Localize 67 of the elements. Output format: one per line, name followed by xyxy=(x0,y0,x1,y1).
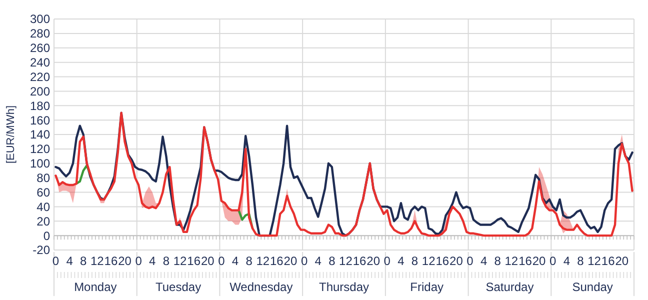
x-tick-label: 20 xyxy=(200,254,215,268)
x-tick-label: 0 xyxy=(384,254,391,268)
x-tick-label: 12 xyxy=(90,254,104,268)
x-tick-label: 0 xyxy=(466,254,474,268)
y-tick-label: 60 xyxy=(36,185,50,200)
x-tick-label: 4 xyxy=(232,254,239,268)
x-tick-label: 4 xyxy=(149,254,156,268)
y-tick-label: 200 xyxy=(30,84,50,98)
x-tick-label: 16 xyxy=(104,254,118,268)
text: Tuesday xyxy=(155,280,202,294)
x-tick-label: 4 xyxy=(563,254,570,268)
x-tick-label: 8 xyxy=(328,254,336,268)
x-tick-label: 12 xyxy=(173,254,188,268)
y-tick-label: 240 xyxy=(30,56,50,70)
y-tick-label: 80 xyxy=(36,171,50,186)
y-tick-label: 20 xyxy=(36,214,50,228)
x-tick-label: 0 xyxy=(218,254,226,268)
x-tick-label: 4 xyxy=(314,254,322,268)
x-tick-label: 16 xyxy=(187,254,201,268)
x-tick-label: 4 xyxy=(480,254,488,268)
x-tick-label: 20 xyxy=(118,254,132,268)
x-tick-label: 4 xyxy=(66,254,74,268)
x-tick-label: 8 xyxy=(246,254,253,268)
text: Thursday xyxy=(318,280,370,294)
y-tick-label: 220 xyxy=(30,70,50,84)
x-tick-label: 12 xyxy=(422,254,436,268)
y-tick-label: 40 xyxy=(36,200,50,214)
y-tick-label: 0 xyxy=(43,228,50,243)
x-tick-label: 16 xyxy=(601,254,616,268)
x-tick-label: 0 xyxy=(300,254,308,268)
x-tick-label: 8 xyxy=(411,254,418,268)
x-tick-label: 20 xyxy=(284,254,298,268)
y-tick-label: 160 xyxy=(30,113,50,128)
x-tick-label: 0 xyxy=(135,254,142,268)
x-tick-label: 8 xyxy=(577,254,584,268)
text: Wednesday xyxy=(230,280,293,294)
text: Saturday xyxy=(486,280,534,294)
x-tick-label: 8 xyxy=(162,254,170,268)
text: Friday xyxy=(410,280,444,294)
x-tick-label: 16 xyxy=(436,254,450,268)
x-tick-label: 16 xyxy=(270,254,284,268)
x-tick-label: 20 xyxy=(532,254,546,268)
x-tick-label: 20 xyxy=(366,254,380,268)
x-tick-label: 12 xyxy=(339,254,353,268)
text: Monday xyxy=(74,280,117,294)
x-tick-label: 8 xyxy=(80,254,87,268)
x-tick-label: 16 xyxy=(518,254,532,268)
x-tick-label: 12 xyxy=(588,254,602,268)
x-tick-label: 20 xyxy=(450,254,464,268)
x-tick-label: 12 xyxy=(504,254,518,268)
x-tick-label: 0 xyxy=(52,254,60,268)
y-tick-label: 260 xyxy=(30,41,50,56)
y-tick-label: 140 xyxy=(30,128,50,142)
y-tick-label: 180 xyxy=(30,98,50,113)
text: Sunday xyxy=(572,280,613,294)
y-axis-title: [EUR/MWh] xyxy=(5,105,17,164)
x-tick-label: 0 xyxy=(550,254,557,268)
y-tick-label: -20 xyxy=(32,243,50,258)
x-tick-label: 20 xyxy=(615,254,629,268)
x-tick-label: 4 xyxy=(398,254,405,268)
y-tick-label: 120 xyxy=(30,142,50,156)
y-tick-label: 300 xyxy=(30,12,50,26)
x-tick-label: 16 xyxy=(352,254,367,268)
x-tick-label: 8 xyxy=(494,254,502,268)
x-tick-label: 12 xyxy=(256,254,270,268)
y-tick-label: 280 xyxy=(30,26,50,41)
y-tick-label: 100 xyxy=(30,156,50,171)
